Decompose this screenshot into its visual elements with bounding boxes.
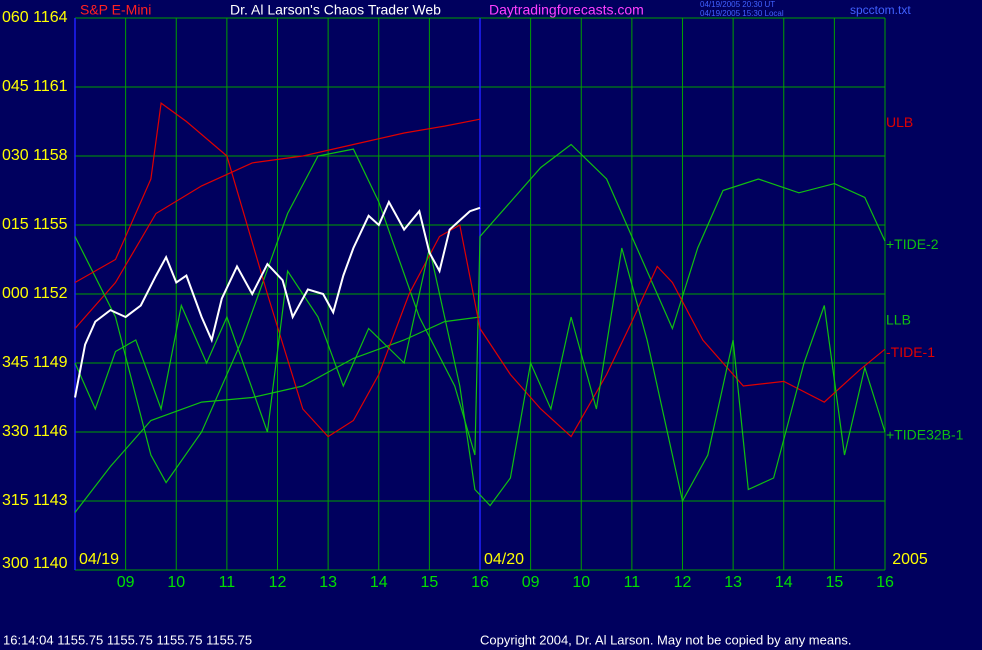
y-tick-label: 060 1164 xyxy=(2,9,68,26)
series-lines xyxy=(74,102,886,513)
grid xyxy=(74,17,886,571)
x-tick-label: 10 xyxy=(167,574,185,591)
x-tick-label: 10 xyxy=(572,574,590,591)
y-tick-label: 000 1152 xyxy=(2,285,68,302)
x-tick-label: 15 xyxy=(825,574,843,591)
x-tick-label: 11 xyxy=(219,574,236,591)
series-label: +TIDE32B-1 xyxy=(886,427,964,443)
series-line xyxy=(74,316,481,513)
website: Daytradingforecasts.com xyxy=(489,2,644,18)
series-line xyxy=(74,118,481,329)
status-line: 16:14:04 1155.75 1155.75 1155.75 1155.75 xyxy=(3,632,252,647)
series-line xyxy=(74,102,886,438)
timestamp: 04/19/2005 15:30 Local xyxy=(700,9,784,18)
copyright: Copyright 2004, Dr. Al Larson. May not b… xyxy=(480,632,851,647)
x-tick-label: 16 xyxy=(471,574,489,591)
x-tick-label: 13 xyxy=(319,574,337,591)
y-tick-label: 030 1158 xyxy=(2,147,68,164)
date-label: 2005 xyxy=(892,551,928,568)
x-tick-label: 12 xyxy=(269,574,287,591)
y-tick-label: 015 1155 xyxy=(2,216,68,233)
x-tick-label: 09 xyxy=(117,574,135,591)
x-tick-label: 16 xyxy=(876,574,894,591)
y-tick-label: 315 1143 xyxy=(2,492,68,509)
x-tick-label: 13 xyxy=(724,574,742,591)
x-tick-label: 14 xyxy=(775,574,793,591)
y-tick-label: 045 1161 xyxy=(2,78,68,95)
date-label: 04/20 xyxy=(484,551,524,568)
instrument-label: S&P E-Mini xyxy=(80,2,151,18)
x-tick-label: 14 xyxy=(370,574,388,591)
y-tick-label: 345 1149 xyxy=(2,354,68,371)
series-label: ULB xyxy=(886,114,913,130)
series-label: +TIDE-2 xyxy=(886,236,939,252)
y-tick-label: 300 1140 xyxy=(2,555,68,572)
series-label: -TIDE-1 xyxy=(886,344,935,360)
series-line xyxy=(74,143,886,484)
x-tick-label: 15 xyxy=(420,574,438,591)
file-name: spcctom.txt xyxy=(850,3,911,17)
labels: 300 1140 315 1143 330 1146 345 1149 000 1152… xyxy=(2,9,964,591)
date-label: 04/19 xyxy=(79,551,119,568)
x-tick-label: 11 xyxy=(624,574,641,591)
y-tick-label: 330 1146 xyxy=(2,423,68,440)
series-line xyxy=(74,199,481,398)
x-tick-label: 09 xyxy=(522,574,540,591)
x-tick-label: 12 xyxy=(674,574,692,591)
series-line xyxy=(74,247,886,507)
chart-title: Dr. Al Larson's Chaos Trader Web xyxy=(230,2,441,18)
series-label: LLB xyxy=(886,312,911,328)
timestamp: 04/19/2005 20:30 UT xyxy=(700,0,775,9)
